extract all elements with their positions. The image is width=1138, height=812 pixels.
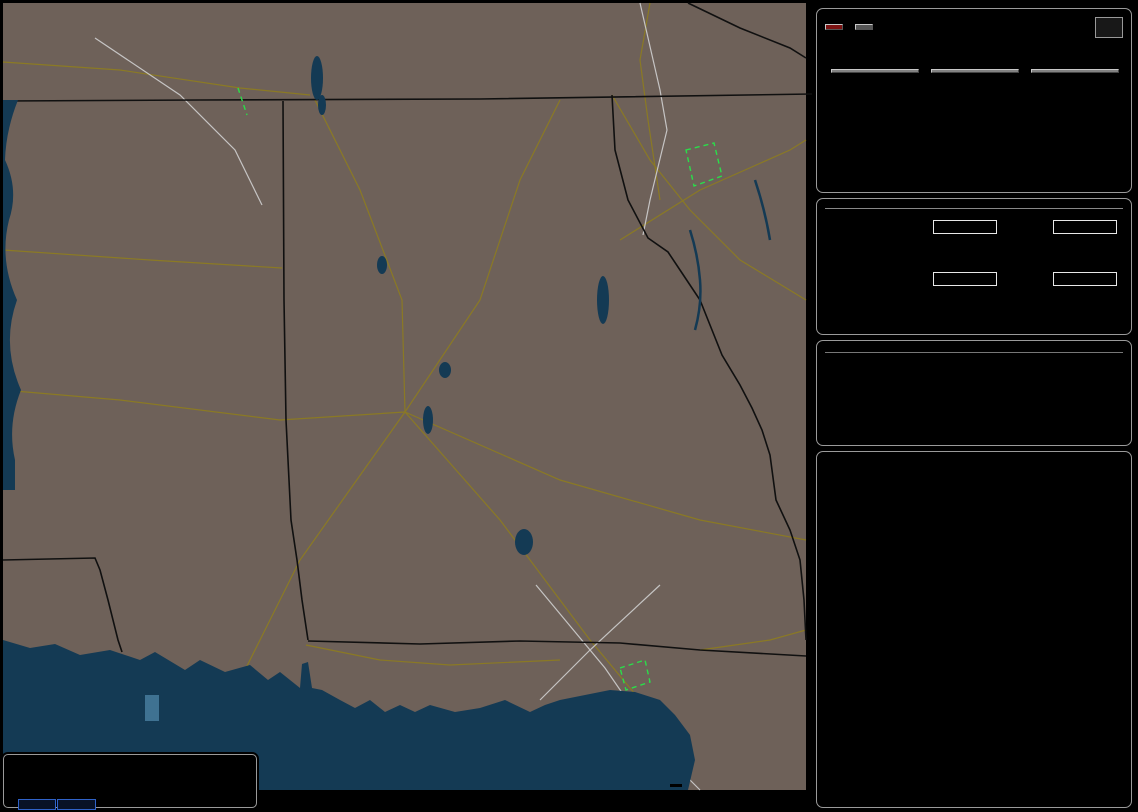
close-column [925, 69, 1025, 79]
noise-button[interactable] [855, 24, 874, 30]
noises-column [1025, 69, 1125, 79]
datetime-display [825, 347, 1123, 353]
map-panel[interactable] [0, 0, 812, 812]
ic-minus-bar [1053, 272, 1117, 286]
cg-minus-bar [1053, 220, 1117, 234]
water [3, 56, 772, 790]
trend-graph-header [825, 468, 1123, 483]
strike-counters-panel [816, 8, 1132, 193]
noises-per-min-button[interactable] [1031, 69, 1119, 73]
lightning-map[interactable] [0, 0, 812, 812]
bearing-readout [1095, 17, 1123, 38]
shallow-water [145, 695, 159, 721]
state-borders [2, 2, 812, 657]
window-chip-2[interactable] [57, 799, 96, 810]
window-chip-1[interactable] [18, 799, 56, 810]
strikes-column [825, 69, 925, 79]
highways [2, 2, 807, 791]
selected-cell-outline [237, 87, 723, 691]
trend-graph [825, 485, 1125, 753]
lightning-distribution-panel [816, 198, 1132, 335]
status-panel [816, 340, 1132, 446]
strikes-per-min-button[interactable] [831, 69, 919, 73]
cg-plus-bar [933, 220, 997, 234]
copyright-label [670, 784, 682, 787]
strike-button[interactable] [825, 24, 843, 30]
ic-plus-bar [933, 272, 997, 286]
close-per-min-button[interactable] [931, 69, 1019, 73]
stats-trend-panel [816, 451, 1132, 808]
distribution-title [825, 205, 1123, 209]
